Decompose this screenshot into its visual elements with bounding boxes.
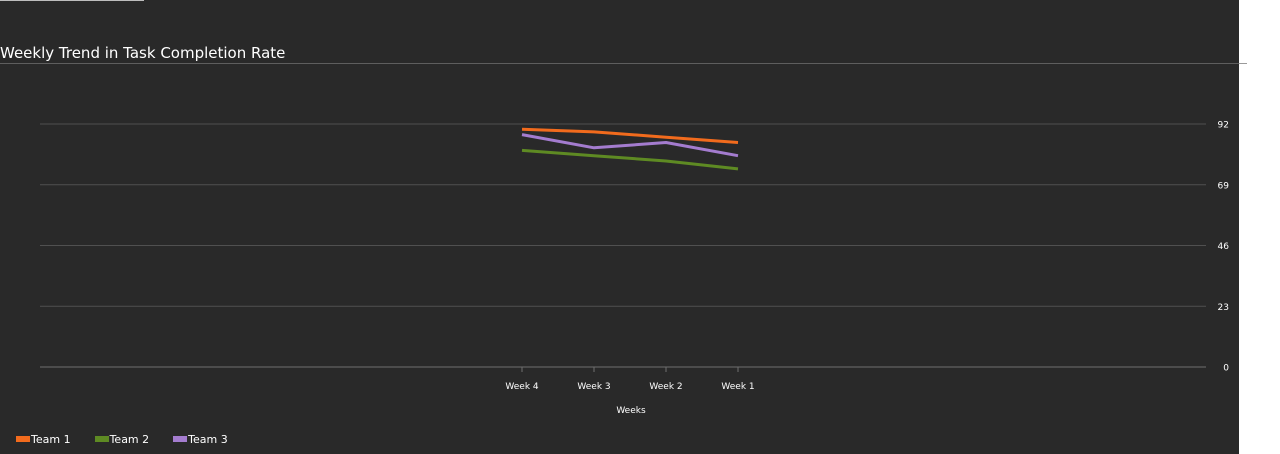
legend-label: Team 3 — [188, 432, 228, 446]
chart-panel: Weekly Trend in Task Completion Rate 0 23… — [0, 0, 1239, 454]
legend-item-team-2: Team 2 — [94, 432, 150, 446]
legend-swatch — [94, 436, 109, 442]
legend-label: Team 2 — [109, 432, 150, 446]
title-divider — [0, 63, 1239, 64]
line-chart: 0 23 46 69 92 Week 4 Week 3 Week 2 Week 1 Weeks — [40, 121, 1230, 416]
y-tick-label: 0 — [1223, 364, 1229, 374]
legend-swatch — [16, 436, 30, 442]
x-tick-label: Week 2 — [649, 382, 682, 392]
y-tick-label: 46 — [1218, 242, 1230, 252]
chart-legend: Team 1 Team 2 Team 3 — [16, 431, 252, 447]
legend-label: Team 1 — [31, 432, 71, 446]
edge-tick — [1239, 63, 1247, 64]
x-tick-label: Week 3 — [577, 382, 610, 392]
x-tick-label: Week 1 — [721, 382, 754, 392]
x-axis-title: Weeks — [616, 406, 646, 416]
y-tick-label: 23 — [1218, 303, 1229, 313]
x-tick-label: Week 4 — [505, 382, 539, 392]
top-divider — [0, 0, 144, 1]
chart-title: Weekly Trend in Task Completion Rate — [0, 44, 286, 62]
y-tick-label: 69 — [1218, 181, 1230, 191]
legend-item-team-3: Team 3 — [173, 433, 228, 446]
series-line-team-1 — [521, 127, 739, 144]
series-line-team-3 — [521, 133, 739, 158]
legend-swatch — [173, 436, 188, 442]
series-line-team-2 — [521, 148, 739, 171]
legend-item-team-1: Team 1 — [16, 433, 71, 446]
y-tick-label: 92 — [1218, 121, 1229, 131]
